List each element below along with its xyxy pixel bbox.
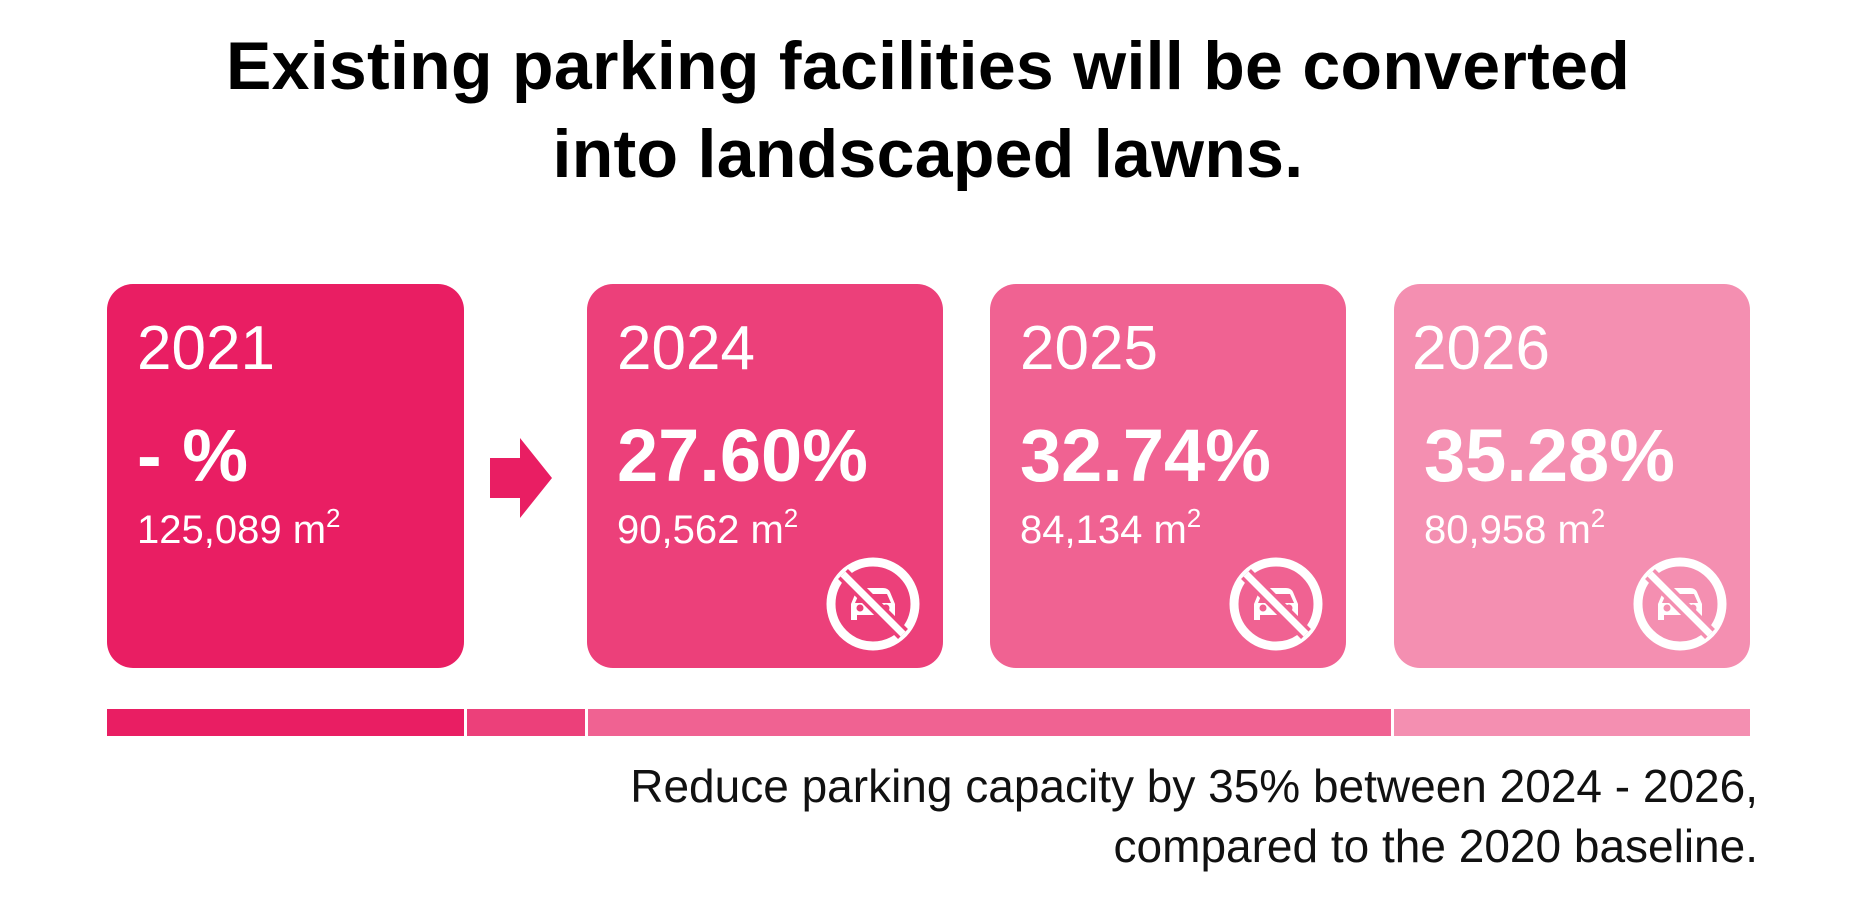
card-year: 2024 bbox=[617, 314, 755, 383]
no-parking-car-icon bbox=[1633, 557, 1727, 651]
caption-line-1: Reduce parking capacity by 35% between 2… bbox=[630, 760, 1758, 812]
card-area: 84,134 m2 bbox=[1020, 503, 1202, 552]
caption: Reduce parking capacity by 35% between 2… bbox=[630, 756, 1758, 876]
card-area: 80,958 m2 bbox=[1424, 503, 1606, 552]
no-parking-car-icon bbox=[826, 557, 920, 651]
card-year: 2021 bbox=[137, 314, 275, 383]
card-area: 90,562 m2 bbox=[617, 503, 799, 552]
timeline-segment-2021 bbox=[107, 709, 464, 736]
card-year: 2026 bbox=[1412, 314, 1550, 383]
card-2026: 2026 35.28% 80,958 m2 bbox=[1394, 284, 1750, 668]
card-2021: 2021 - % 125,089 m2 bbox=[107, 284, 464, 668]
card-area: 125,089 m2 bbox=[137, 503, 341, 552]
card-percent: 27.60% bbox=[617, 414, 868, 497]
timeline-segment-2026 bbox=[1394, 709, 1750, 736]
card-year: 2025 bbox=[1020, 314, 1158, 383]
card-percent: - % bbox=[137, 414, 248, 497]
caption-line-2: compared to the 2020 baseline. bbox=[1113, 820, 1758, 872]
no-parking-car-icon bbox=[1229, 557, 1323, 651]
title-line-1: Existing parking facilities will be conv… bbox=[225, 28, 1631, 104]
right-arrow-icon bbox=[490, 438, 552, 518]
card-2025: 2025 32.74% 84,134 m2 bbox=[990, 284, 1346, 668]
title-line-2: into landscaped lawns. bbox=[552, 116, 1304, 192]
timeline-segment-2024 bbox=[467, 709, 585, 736]
card-percent: 35.28% bbox=[1424, 414, 1675, 497]
card-2024: 2024 27.60% 90,562 m2 bbox=[587, 284, 943, 668]
timeline-segment-2025 bbox=[588, 709, 1391, 736]
page-title: Existing parking facilities will be conv… bbox=[0, 22, 1856, 198]
card-percent: 32.74% bbox=[1020, 414, 1271, 497]
